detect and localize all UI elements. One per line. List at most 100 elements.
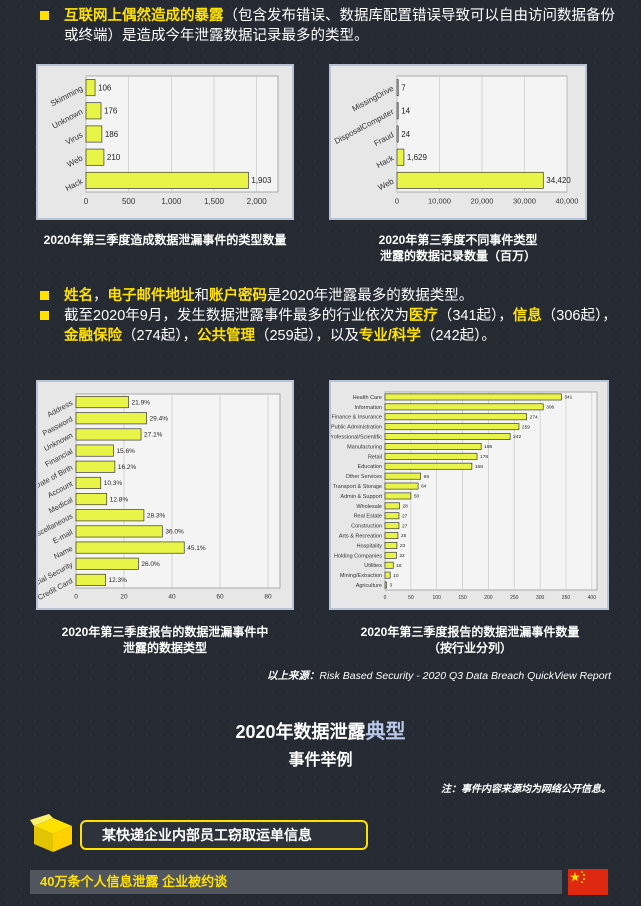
x-tick-label: 80 [264, 594, 272, 601]
caption-3-line-1: 2020年第三季度报告的数据泄漏事件中 [61, 625, 269, 639]
hl-name: 姓名 [64, 288, 93, 304]
bar [75, 493, 108, 506]
data-label: 69 [424, 474, 430, 480]
data-type-paragraph: 姓名，电子邮件地址和账户密码是2020年泄露最多的数据类型。 [40, 286, 620, 306]
data-label: 16.2% [118, 464, 137, 471]
data-label: 27.1% [144, 432, 163, 439]
bar [85, 102, 102, 120]
intro-text: （包含发布错误、数据库配置错误导致可以自由访问数据备份或终端）是造成今年泄露数据… [64, 8, 615, 44]
x-tick-label: 400 [588, 595, 597, 601]
x-tick-label: 60 [216, 594, 224, 601]
category-label: Education [358, 464, 382, 470]
bar [384, 581, 387, 589]
data-label: 15.6% [116, 448, 135, 455]
caption-chart-4: 2020年第三季度报告的数据泄漏事件数量 （按行业分列） [320, 624, 620, 656]
data-label: 3 [390, 583, 393, 589]
section-title: 2020年数据泄露典型 [0, 720, 641, 744]
data-label: 24 [401, 130, 410, 139]
section-subtitle: 事件举例 [288, 752, 353, 769]
v-public-admin: （259起），以及 [254, 328, 359, 344]
category-label: Information [354, 405, 382, 411]
bar [85, 171, 249, 189]
caption-4-line-2: （按行业分列） [427, 641, 512, 655]
data-label: 242 [513, 434, 521, 440]
data-label: 106 [98, 83, 112, 92]
bar [75, 541, 185, 554]
category-label: Health Care [353, 395, 382, 401]
category-label: Agriculture [356, 583, 382, 589]
category-label: Wholesale [356, 504, 382, 510]
category-label: Name [52, 544, 74, 561]
x-tick-label: 0 [84, 197, 89, 206]
source-text: Risk Based Security - 2020 Q3 Data Breac… [319, 670, 611, 682]
hl-information: 信息 [512, 308, 542, 324]
data-label: 274 [530, 414, 538, 420]
chart-panel-4: 0 50 100 150 200 250 300 350 400 341 Health Care 30… [329, 380, 609, 610]
x-tick-label: 500 [122, 197, 136, 206]
package-box-icon [30, 814, 72, 852]
hl-professional: 专业/科学 [358, 328, 421, 344]
bar [384, 482, 419, 490]
bar [75, 573, 106, 586]
chart-incident-types: 0 500 1,000 1,500 2,000 106 Skimming 176 Unknown… [49, 75, 279, 206]
bar [75, 412, 147, 425]
bar [384, 413, 528, 421]
hl-public-admin: 公共管理 [196, 328, 255, 344]
chart-panel-3: 0 20 40 60 80 21.9% Address 29.4% Password 27.1% U… [36, 380, 294, 610]
sep-1: ， [93, 288, 108, 304]
bar [384, 452, 478, 460]
category-label: Other Services [346, 474, 383, 480]
plot-area [75, 393, 281, 589]
data-label: 259 [522, 424, 530, 430]
bar [75, 509, 145, 522]
hl-finance: 金融保险 [64, 328, 122, 344]
caption-chart-3: 2020年第三季度报告的数据泄漏事件中 泄露的数据类型 [36, 624, 294, 656]
bar [75, 557, 139, 570]
data-label: 168 [475, 464, 483, 470]
intro-paragraph: 互联网上偶然造成的暴露（包含发布错误、数据库配置错误导致可以自由访问数据备份或终… [40, 6, 620, 46]
bar [384, 433, 511, 440]
bar [384, 443, 482, 450]
category-label: Real Estate [354, 514, 382, 520]
bar [384, 571, 391, 579]
bullet-icon [40, 11, 49, 20]
source-note: 以上来源：Risk Based Security - 2020 Q3 Data … [267, 668, 611, 683]
category-label: Utilities [364, 563, 382, 569]
event-headline-bar: 40万条个人信息泄露 企业被约谈 [30, 870, 562, 894]
data-label: 186 [484, 444, 492, 450]
data-label: 12.8% [110, 496, 129, 503]
chart-panel-1: 0 500 1,000 1,500 2,000 106 Skimming 176 Unknown… [36, 64, 294, 220]
bar [384, 492, 412, 500]
category-label: Unknown [51, 107, 85, 131]
data-label: 28 [402, 504, 408, 510]
category-label: Public Administration [331, 425, 382, 431]
data-label: 186 [105, 130, 119, 139]
x-tick-label: 350 [562, 595, 571, 601]
v-healthcare: （341起）， [437, 308, 513, 324]
hl-password: 账户密码 [209, 288, 267, 304]
x-tick-label: 250 [510, 595, 519, 601]
v-finance: （274起）， [122, 328, 197, 344]
category-label: E-mail [51, 527, 74, 545]
bullet-icon [40, 311, 49, 320]
x-tick-label: 40 [168, 594, 176, 601]
industry-intro: 截至2020年9月，发生数据泄露事件最多的行业依次为 [64, 308, 409, 324]
bullet-icon [40, 291, 49, 300]
sep-2: 和 [194, 288, 210, 304]
data-label: 12.3% [109, 577, 128, 584]
bar [384, 542, 398, 549]
x-tick-label: 20,000 [471, 197, 494, 206]
bar [384, 532, 399, 539]
bar [85, 148, 105, 166]
v-professional: （242起）。 [420, 328, 496, 344]
x-tick-label: 10,000 [428, 197, 451, 206]
data-label: 36.0% [165, 529, 184, 536]
bar [384, 512, 400, 520]
category-label: Transport & Storage [333, 484, 382, 490]
data-label: 21.9% [132, 399, 151, 406]
plot-area [384, 391, 598, 591]
event-headline: 40万条个人信息泄露 企业被约谈 [40, 874, 228, 889]
hl-email: 电子邮件地址 [107, 288, 195, 304]
data-label: 27 [402, 523, 408, 529]
category-label: Virus [64, 130, 84, 146]
